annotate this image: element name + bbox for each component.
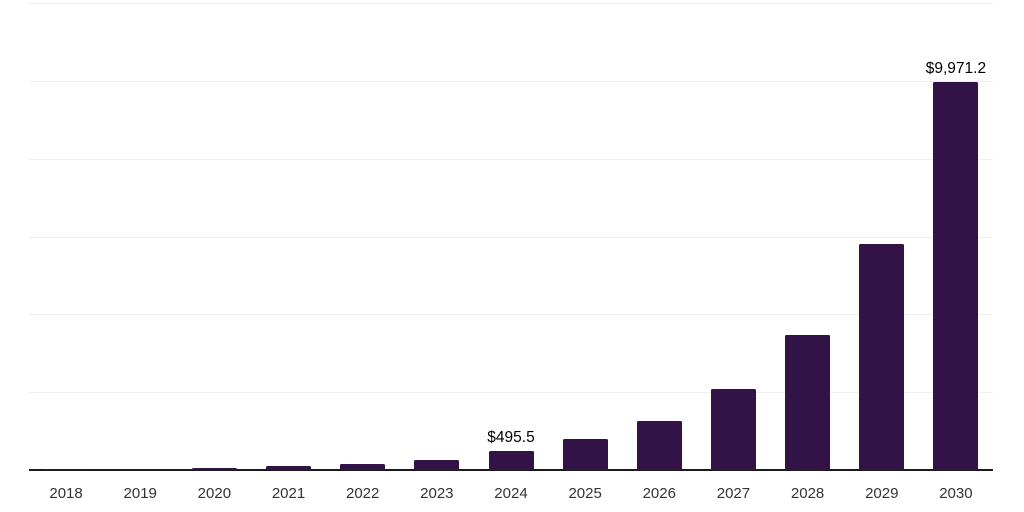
x-axis-label-2020: 2020: [197, 485, 232, 502]
x-axis-label-2021: 2021: [271, 485, 306, 502]
bar-2018: [43, 469, 89, 470]
x-axis-label-2022: 2022: [345, 485, 380, 502]
x-axis-line: [29, 469, 993, 471]
bar-value-label-2030: $9,971.2: [925, 59, 987, 77]
x-axis-label-2027: 2027: [716, 485, 751, 502]
bar-2019: [117, 469, 163, 470]
bar-2020: [191, 467, 237, 470]
bar-2026: [636, 420, 682, 470]
x-axis-label-2019: 2019: [123, 485, 157, 502]
bar-value-label-2024: $495.5: [487, 428, 535, 446]
bar-2021: [266, 466, 312, 470]
bar-2029: [859, 243, 905, 470]
x-axis-label-2030: 2030: [939, 485, 973, 502]
gridline: [29, 392, 993, 394]
bar-2027: [710, 389, 756, 470]
bar-2025: [562, 439, 608, 470]
x-axis-label-2028: 2028: [790, 485, 825, 502]
bar-2028: [785, 335, 831, 470]
x-axis-label-2018: 2018: [49, 485, 83, 502]
x-axis-label-2024: 2024: [494, 485, 528, 502]
gridline: [29, 3, 993, 4]
x-axis-label-2023: 2023: [420, 485, 454, 502]
gridline: [29, 314, 993, 316]
bar-2030: [933, 81, 979, 470]
gridline: [29, 80, 993, 82]
bar-2024: [488, 450, 534, 470]
x-axis-label-2025: 2025: [568, 485, 602, 502]
gridline: [29, 158, 993, 160]
x-axis-label-2029: 2029: [865, 485, 899, 502]
gridline: [29, 236, 993, 238]
bar-2022: [340, 463, 386, 470]
x-axis-label-2026: 2026: [642, 485, 676, 502]
bar-2023: [414, 459, 460, 470]
